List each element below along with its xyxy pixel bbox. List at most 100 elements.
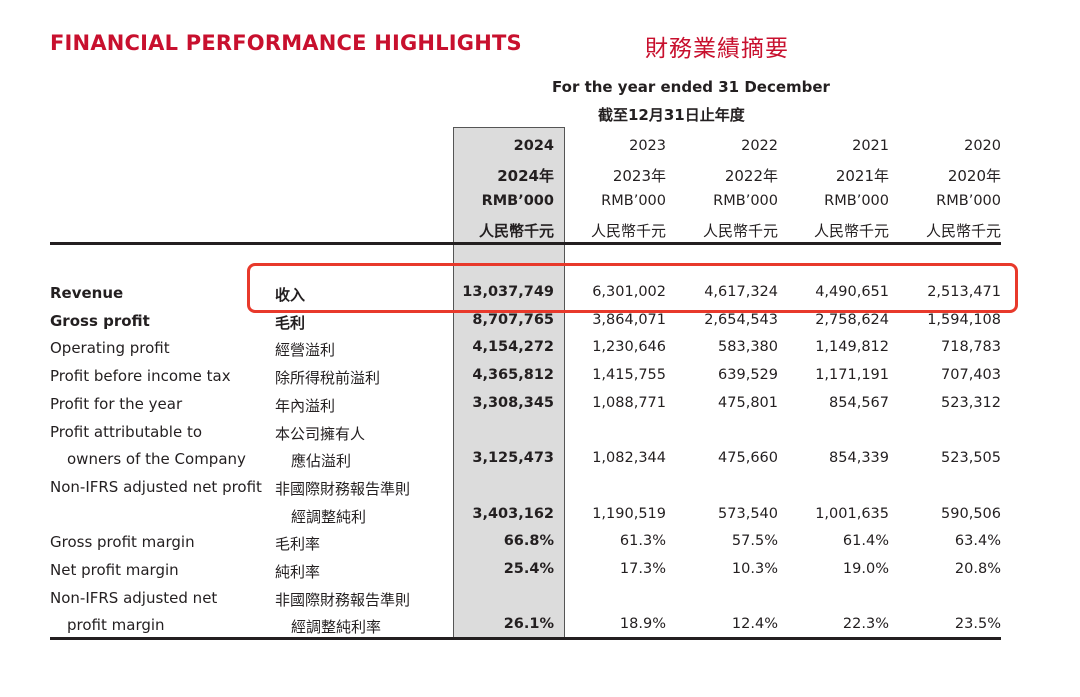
row-label: Revenue: [50, 284, 124, 302]
row-label-zh: 純利率: [275, 563, 321, 581]
row-label: Gross profit margin: [50, 533, 195, 552]
period-heading-zh: 截至12月31日止年度: [598, 106, 745, 124]
row-label: Gross profit: [50, 311, 150, 330]
row-label: Non-IFRS adjusted net: [50, 588, 218, 607]
row-label-zh: 毛利: [275, 313, 306, 332]
row-label: Operating profit: [50, 339, 170, 358]
value-cell: 718,783: [941, 339, 1001, 356]
table-bottom-divider: [50, 637, 1001, 640]
header-divider: [50, 242, 1001, 245]
unit-header: RMB’000: [713, 193, 778, 209]
row-label-zh: 毛利率: [275, 535, 321, 554]
value-cell: 63.4%: [954, 533, 1001, 550]
row-label-zh-cont: 應佔溢利: [291, 452, 352, 471]
value-cell: 23.5%: [954, 616, 1001, 633]
value-cell: 22.3%: [842, 616, 889, 633]
value-cell: 25.4%: [503, 561, 554, 577]
value-cell: 573,540: [718, 505, 778, 522]
value-cell: 1,001,635: [815, 505, 889, 522]
row-label: Profit before income tax: [50, 367, 231, 386]
value-cell: 1,088,771: [592, 394, 666, 411]
value-cell: 19.0%: [842, 561, 889, 577]
value-cell: 583,380: [718, 339, 778, 356]
value-cell: 17.3%: [619, 561, 666, 577]
row-label-cont: owners of the Company: [67, 450, 246, 469]
value-cell: 2,654,543: [704, 311, 778, 328]
year-zh-header: 2024年: [497, 167, 554, 185]
unit-zh-header: 人民幣千元: [702, 222, 778, 240]
value-cell: 26.1%: [503, 616, 554, 633]
year-header: 2024: [513, 138, 554, 154]
year-zh-header: 2020年: [947, 167, 1001, 185]
year-header: 2022: [741, 138, 778, 154]
row-label-zh: 年內溢利: [275, 396, 336, 415]
row-label-zh: 非國際財務報告準則: [275, 479, 411, 498]
value-cell: 6,301,002: [592, 284, 666, 300]
value-cell: 1,230,646: [592, 339, 666, 356]
row-label: Profit attributable to: [50, 422, 203, 441]
value-cell: 10.3%: [731, 561, 778, 577]
year-header: 2023: [629, 138, 666, 154]
page-title: FINANCIAL PERFORMANCE HIGHLIGHTS: [50, 31, 522, 55]
value-cell: 4,617,324: [704, 284, 778, 300]
value-cell: 523,505: [941, 450, 1001, 467]
value-cell: 1,190,519: [592, 505, 666, 522]
value-cell: 3,864,071: [592, 311, 666, 328]
row-label: Profit for the year: [50, 394, 183, 413]
unit-zh-header: 人民幣千元: [813, 222, 889, 240]
row-label-zh: 除所得稅前溢利: [275, 369, 381, 388]
value-cell: 4,154,272: [472, 339, 554, 356]
unit-header: RMB’000: [601, 193, 666, 209]
row-label-cont: profit margin: [67, 616, 165, 635]
year-header: 2020: [964, 138, 1001, 154]
row-label-zh-cont: 經調整純利: [291, 507, 367, 526]
value-cell: 66.8%: [503, 533, 554, 550]
row-label-zh: 經營溢利: [275, 341, 336, 360]
page-title-zh: 財務業績摘要: [645, 36, 789, 62]
period-heading: For the year ended 31 December: [552, 78, 830, 96]
value-cell: 8,707,765: [472, 311, 554, 328]
value-cell: 61.4%: [842, 533, 889, 550]
value-cell: 3,403,162: [472, 505, 554, 522]
value-cell: 2,513,471: [927, 284, 1001, 300]
value-cell: 1,171,191: [815, 367, 889, 384]
value-cell: 854,339: [829, 450, 889, 467]
row-label-zh: 非國際財務報告準則: [275, 590, 411, 609]
unit-header: RMB’000: [936, 193, 1001, 209]
unit-zh-header: 人民幣千元: [590, 222, 666, 240]
value-cell: 590,506: [941, 505, 1001, 522]
value-cell: 1,082,344: [592, 450, 666, 467]
value-cell: 475,801: [718, 394, 778, 411]
row-label: Net profit margin: [50, 561, 179, 579]
value-cell: 1,149,812: [815, 339, 889, 356]
value-cell: 3,308,345: [472, 394, 554, 411]
row-label-zh: 本公司擁有人: [275, 424, 366, 443]
row-label-zh-cont: 經調整純利率: [291, 618, 382, 637]
value-cell: 854,567: [829, 394, 889, 411]
unit-header: RMB’000: [824, 193, 889, 209]
value-cell: 1,415,755: [592, 367, 666, 384]
year-zh-header: 2023年: [612, 167, 666, 185]
value-cell: 523,312: [941, 394, 1001, 411]
value-cell: 707,403: [941, 367, 1001, 384]
row-label-zh: 收入: [275, 286, 306, 304]
value-cell: 1,594,108: [927, 311, 1001, 328]
value-cell: 13,037,749: [462, 284, 554, 300]
year-zh-header: 2022年: [724, 167, 778, 185]
current-year-column-shade: [453, 127, 565, 639]
value-cell: 475,660: [718, 450, 778, 467]
value-cell: 61.3%: [619, 533, 666, 550]
value-cell: 3,125,473: [472, 450, 554, 467]
row-label: Non-IFRS adjusted net profit: [50, 477, 262, 496]
value-cell: 20.8%: [954, 561, 1001, 577]
unit-header: RMB’000: [481, 193, 554, 209]
value-cell: 4,365,812: [472, 367, 554, 384]
year-header: 2021: [852, 138, 889, 154]
unit-zh-header: 人民幣千元: [478, 222, 554, 240]
revenue-row-highlight: [247, 263, 1018, 313]
value-cell: 57.5%: [731, 533, 778, 550]
value-cell: 4,490,651: [815, 284, 889, 300]
year-zh-header: 2021年: [835, 167, 889, 185]
value-cell: 18.9%: [619, 616, 666, 633]
value-cell: 12.4%: [731, 616, 778, 633]
